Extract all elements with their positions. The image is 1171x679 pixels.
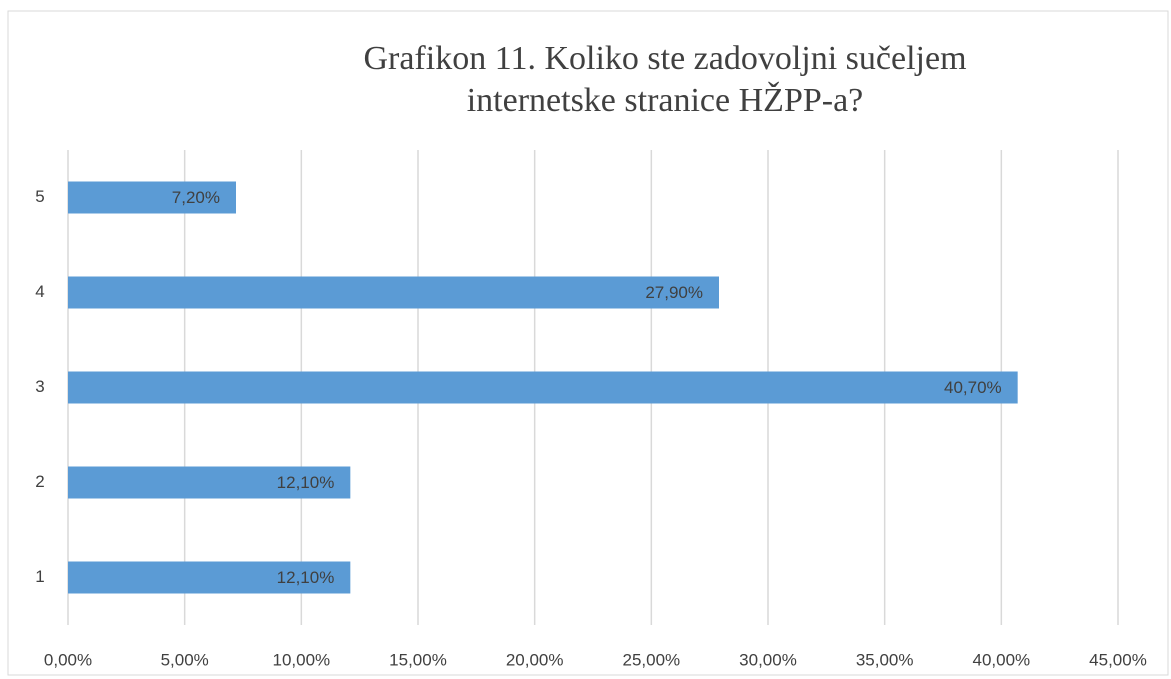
x-tick-label: 30,00%	[739, 650, 797, 669]
bar	[68, 561, 351, 594]
data-label: 12,10%	[277, 473, 335, 492]
y-tick-label: 5	[35, 187, 44, 206]
x-tick-label: 10,00%	[272, 650, 330, 669]
x-tick-label: 25,00%	[622, 650, 680, 669]
y-tick-label: 2	[35, 472, 44, 491]
chart-title: Grafikon 11. Koliko ste zadovoljni sučel…	[363, 40, 967, 119]
x-tick-label: 35,00%	[856, 650, 914, 669]
y-tick-label: 3	[35, 377, 44, 396]
bar	[68, 466, 351, 499]
bar	[68, 371, 1018, 404]
x-tick-label: 45,00%	[1089, 650, 1147, 669]
data-label: 40,70%	[944, 378, 1002, 397]
x-tick-label: 40,00%	[972, 650, 1030, 669]
data-label: 27,90%	[645, 283, 703, 302]
y-tick-label: 1	[35, 567, 44, 586]
y-tick-label: 4	[35, 282, 44, 301]
x-tick-label: 0,00%	[44, 650, 92, 669]
x-tick-label: 5,00%	[161, 650, 209, 669]
x-tick-label: 15,00%	[389, 650, 447, 669]
bar	[68, 181, 236, 214]
x-tick-label: 20,00%	[506, 650, 564, 669]
bar	[68, 276, 719, 309]
data-label: 12,10%	[277, 568, 335, 587]
data-label: 7,20%	[172, 188, 220, 207]
